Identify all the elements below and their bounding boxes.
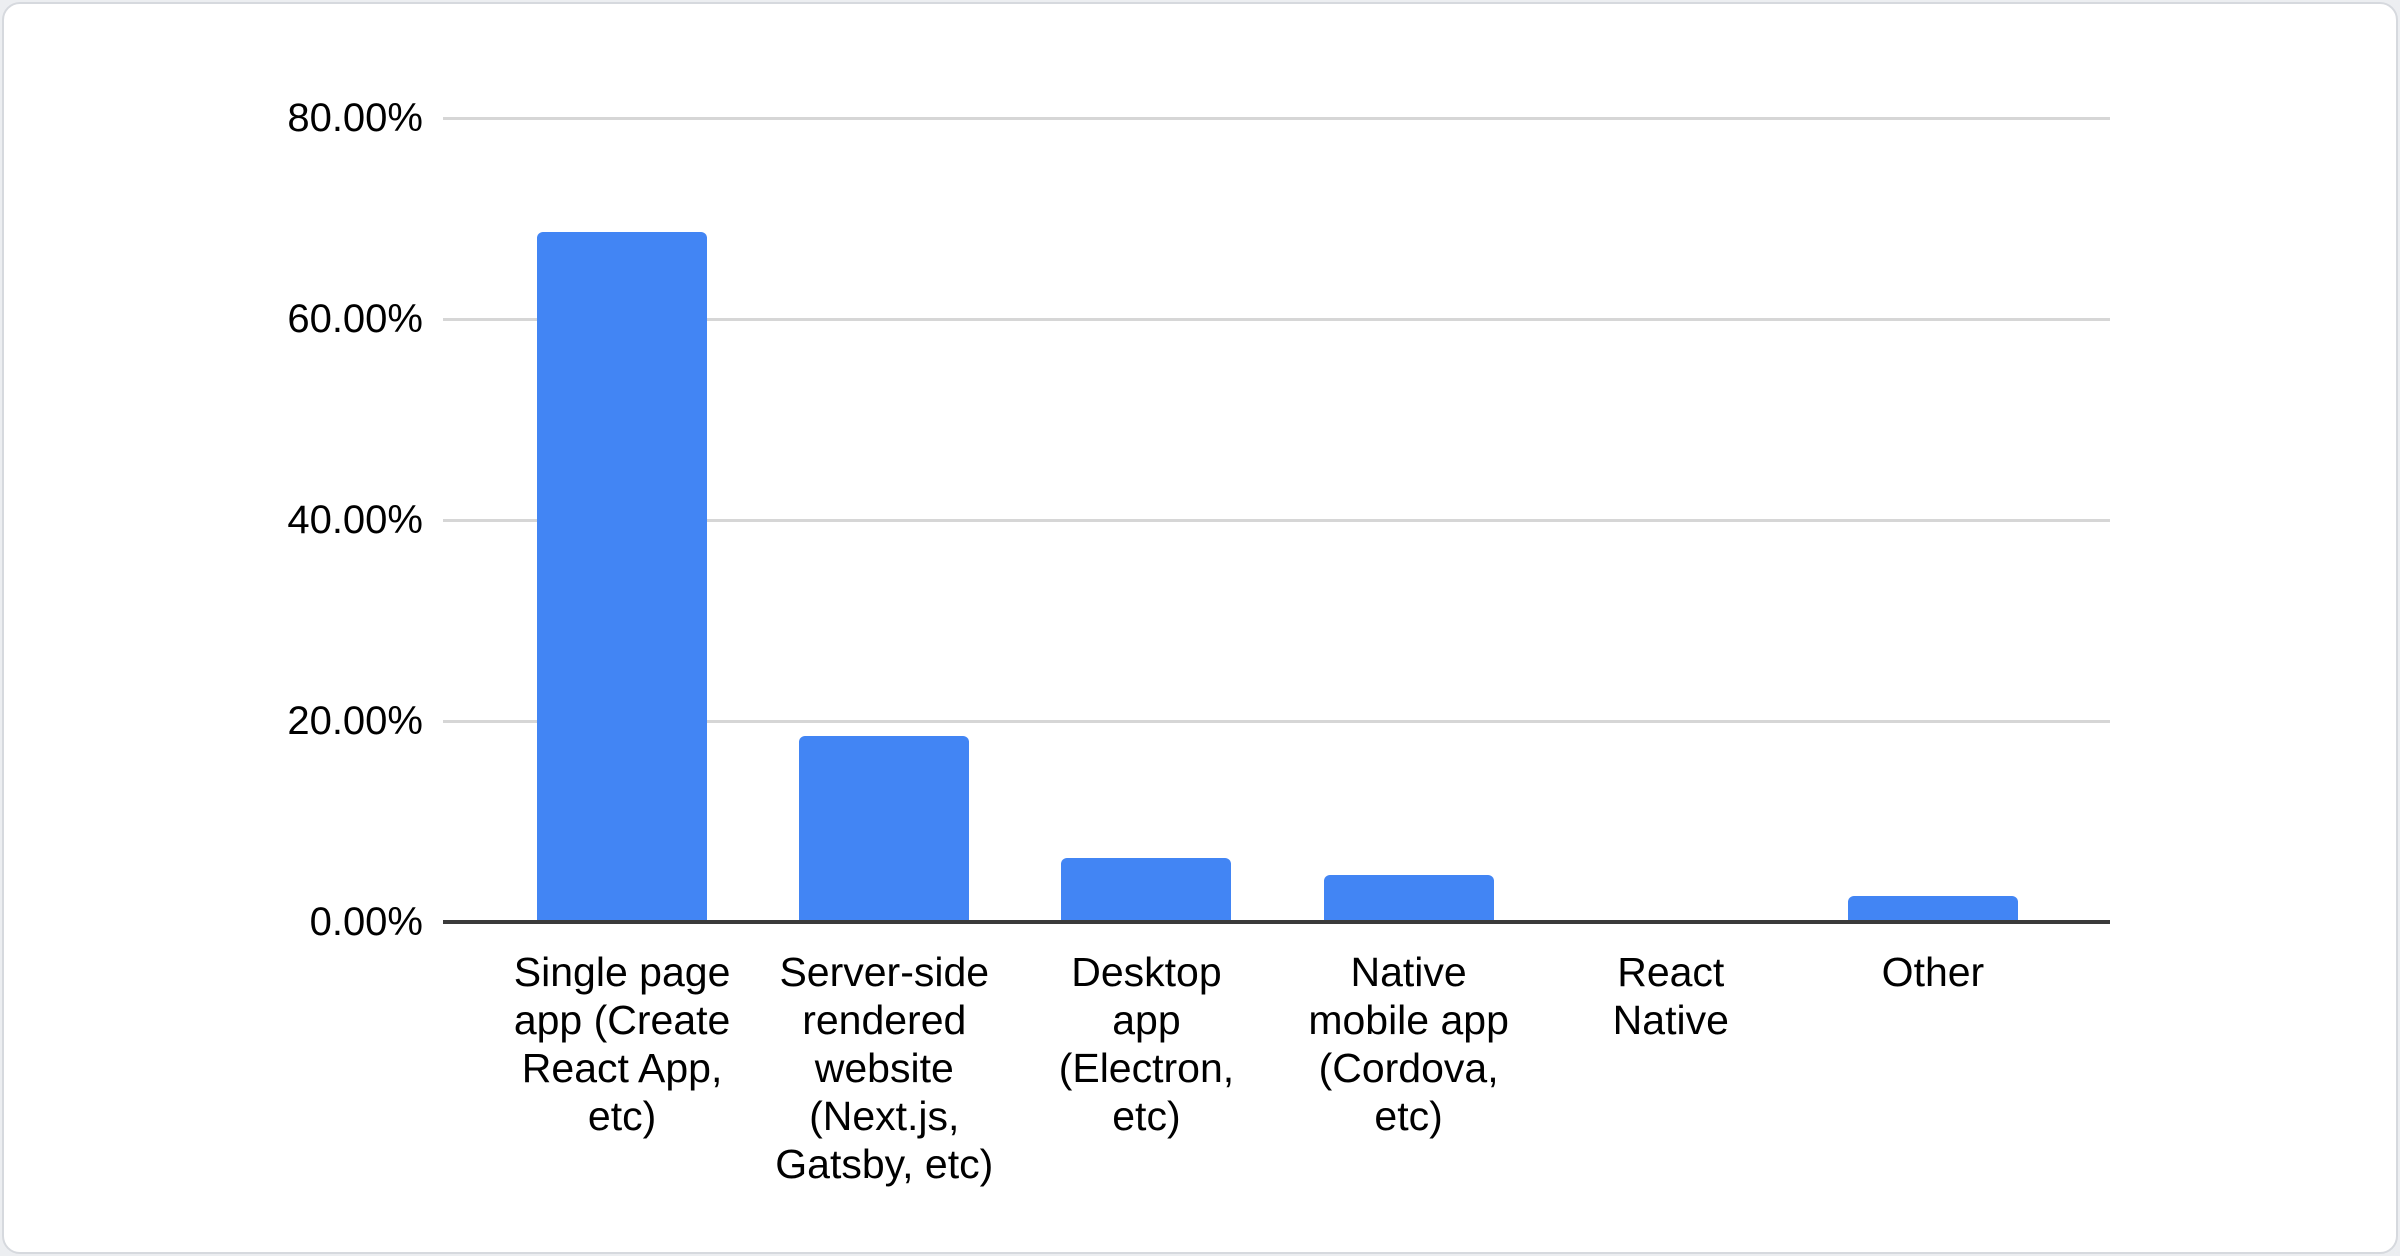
- bar-other[interactable]: [1847, 896, 2018, 920]
- y-tick-label-20: 20.00%: [287, 699, 423, 743]
- x-label-desktop-app: Desktop app (Electron, etc): [1058, 949, 1235, 1139]
- bars-area: [491, 118, 2064, 920]
- y-tick-label-80: 80.00%: [287, 96, 423, 140]
- x-label-server-side-rendered-website: Server-side rendered website (Next.js, G…: [775, 949, 994, 1187]
- gridline-20: [443, 719, 2110, 723]
- x-label-single-page-app: Single page app (Create React App, etc): [513, 949, 731, 1139]
- bar-native-mobile-app[interactable]: [1323, 875, 1494, 920]
- x-label-react-native: React Native: [1612, 949, 1729, 1043]
- x-axis-labels: Single page app (Create React App, etc) S…: [491, 948, 2064, 1188]
- y-tick-label-40: 40.00%: [287, 498, 423, 542]
- band-native-mobile-app: [1278, 118, 1540, 920]
- gridline-80: [443, 116, 2110, 120]
- x-label-native-mobile-app: Native mobile app (Cordova, etc): [1308, 949, 1509, 1139]
- band-other: [1802, 118, 2064, 920]
- gridlines: [443, 116, 2110, 922]
- bar-single-page-app[interactable]: [537, 232, 708, 920]
- y-tick-label-0: 0.00%: [309, 900, 423, 944]
- gridline-40: [443, 518, 2110, 522]
- bar-desktop-app[interactable]: [1061, 858, 1232, 920]
- y-tick-label-60: 60.00%: [287, 297, 423, 341]
- band-react-native: [1540, 118, 1802, 920]
- bar-server-side-rendered-website[interactable]: [799, 736, 970, 920]
- band-desktop-app: [1015, 118, 1277, 920]
- x-label-other: Other: [1881, 949, 1985, 995]
- band-server-side-rendered-website: [753, 118, 1015, 920]
- x-axis-line: [443, 920, 2110, 924]
- band-single-page-app: [491, 118, 753, 920]
- gridline-60: [443, 317, 2110, 321]
